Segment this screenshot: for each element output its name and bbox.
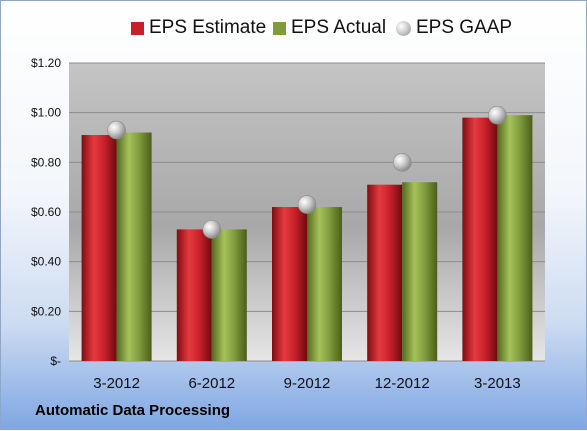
y-tick-label: $0.60 <box>31 205 61 219</box>
bar-eps-estimate <box>81 135 117 361</box>
legend-label: EPS Estimate <box>149 17 267 38</box>
y-tick-label: $1.00 <box>31 106 61 120</box>
company-name: Automatic Data Processing <box>35 402 231 419</box>
legend: EPS Estimate EPS Actual EPS GAAP <box>1 17 587 43</box>
bar-eps-actual <box>116 132 152 361</box>
x-tick-label: 12-2012 <box>375 375 430 392</box>
gaap-marker <box>297 195 317 214</box>
legend-swatch-red <box>131 21 144 35</box>
bar-eps-actual <box>211 229 247 361</box>
gaap-marker <box>107 120 126 140</box>
x-tick-label: 9-2012 <box>284 375 331 392</box>
legend-item-eps-gaap: EPS GAAP <box>396 17 512 39</box>
legend-item-eps-estimate: EPS Estimate <box>131 17 266 39</box>
legend-swatch-green <box>273 21 286 35</box>
bar-eps-estimate <box>272 207 307 361</box>
y-tick-label: $0.80 <box>31 155 61 169</box>
legend-item-eps-actual: EPS Actual <box>273 17 386 39</box>
legend-marker-gray <box>396 20 411 36</box>
y-tick-label: $0.20 <box>31 304 61 318</box>
bar-eps-estimate <box>462 117 498 361</box>
x-tick-label: 6-2012 <box>188 375 235 392</box>
y-tick-label: $- <box>50 354 61 368</box>
legend-label: EPS GAAP <box>416 17 513 38</box>
gaap-marker <box>392 153 412 172</box>
y-tick-label: $1.20 <box>31 56 61 70</box>
bar-eps-estimate <box>176 229 212 361</box>
x-tick-label: 3-2012 <box>93 375 140 392</box>
bar-eps-actual <box>402 182 438 361</box>
x-tick-label: 3-2013 <box>474 375 521 392</box>
bar-eps-actual <box>307 207 342 361</box>
bar-eps-actual <box>497 115 533 362</box>
bar-eps-estimate <box>367 184 403 361</box>
gaap-marker <box>488 105 507 125</box>
legend-label: EPS Actual <box>291 17 387 38</box>
gaap-marker <box>202 220 222 239</box>
y-tick-label: $0.40 <box>31 255 61 269</box>
